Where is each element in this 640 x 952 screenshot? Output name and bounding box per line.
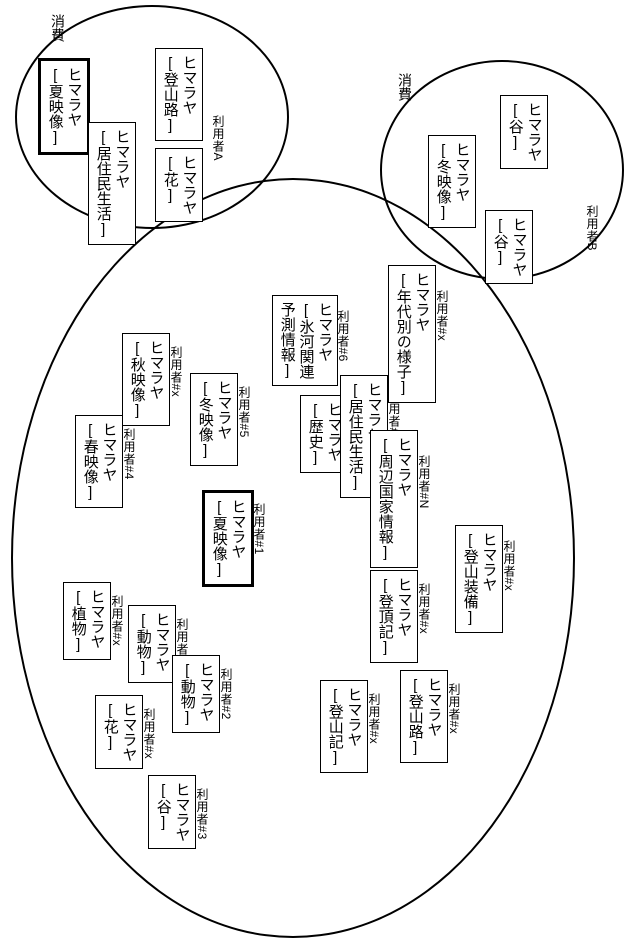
user-plant: 利用者#x xyxy=(109,595,126,646)
user-spring: 利用者#4 xyxy=(121,428,138,480)
user-gear: 利用者#x xyxy=(501,540,518,591)
user-flower: 利用者#x xyxy=(141,708,158,759)
user-valley: 利用者#3 xyxy=(194,788,211,840)
user-summit: 利用者#x xyxy=(416,583,433,634)
user-climb: 利用者#x xyxy=(366,693,383,744)
node-b-valley2: ヒマラヤ [谷] xyxy=(485,210,533,284)
node-b-valley1: ヒマラヤ [谷] xyxy=(500,95,548,169)
label-consume-b: 消費 xyxy=(395,73,415,101)
user-autumn: 利用者#x xyxy=(168,346,185,397)
user-glacier: 利用者#6 xyxy=(335,310,352,362)
user-summer: 利用者#1 xyxy=(251,503,268,555)
node-plant: ヒマラヤ [植物] xyxy=(63,582,111,660)
node-a-route: ヒマラヤ [登山路] xyxy=(155,48,203,141)
node-spring: ヒマラヤ [春映像] xyxy=(75,415,123,508)
user-b-label: 利用者B xyxy=(584,205,601,251)
label-consume-a: 消費 xyxy=(48,14,68,42)
node-a-flower: ヒマラヤ [花] xyxy=(155,148,203,222)
node-a-resident: ヒマラヤ [居住民生活] xyxy=(88,122,136,245)
user-animal2: 利用者#2 xyxy=(218,668,235,720)
node-summit: ヒマラヤ [登頂記] xyxy=(370,570,418,663)
node-route-gen: ヒマラヤ [登山路] xyxy=(400,670,448,763)
user-winter: 利用者#5 xyxy=(236,386,253,438)
node-nation: ヒマラヤ [周辺国家情報] xyxy=(370,430,418,568)
node-gear: ヒマラヤ [登山装備] xyxy=(455,525,503,633)
node-a-summer: ヒマラヤ [夏映像] xyxy=(38,58,90,155)
user-nation: 利用者#N xyxy=(416,455,433,509)
node-flower-gen: ヒマラヤ [花] xyxy=(95,695,143,769)
node-valley-gen: ヒマラヤ [谷] xyxy=(148,775,196,849)
node-winter: ヒマラヤ [冬映像] xyxy=(190,373,238,466)
node-animal2: ヒマラヤ [動物] xyxy=(172,655,220,733)
user-era: 利用者#x xyxy=(434,290,451,341)
user-a-label: 利用者A xyxy=(210,115,227,161)
node-glacier: ヒマラヤ [氷河関連 予測情報] xyxy=(272,295,338,386)
node-era: ヒマラヤ [年代別の様子] xyxy=(388,265,436,403)
node-b-winter: ヒマラヤ [冬映像] xyxy=(428,135,476,228)
node-summer-gen: ヒマラヤ [夏映像] xyxy=(202,490,254,587)
node-animal1: ヒマラヤ [動物] xyxy=(128,605,176,683)
user-route: 利用者#x xyxy=(446,683,463,734)
node-climb: ヒマラヤ [登山記] xyxy=(320,680,368,773)
node-autumn: ヒマラヤ [秋映像] xyxy=(122,333,170,426)
